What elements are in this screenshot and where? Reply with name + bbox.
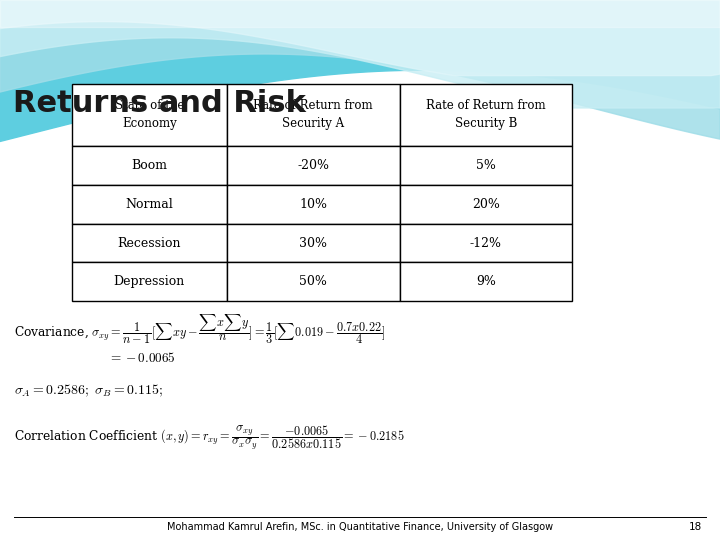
Text: Returns and Risk: Returns and Risk — [13, 89, 306, 118]
Text: 18: 18 — [689, 522, 702, 531]
Text: -12%: -12% — [470, 237, 502, 249]
Text: Normal: Normal — [125, 198, 174, 211]
FancyBboxPatch shape — [400, 185, 572, 224]
FancyBboxPatch shape — [72, 146, 227, 185]
Text: $\sigma_A = 0.2586;\ \sigma_B = 0.115;$: $\sigma_A = 0.2586;\ \sigma_B = 0.115;$ — [14, 382, 163, 399]
FancyBboxPatch shape — [72, 224, 227, 262]
FancyBboxPatch shape — [227, 146, 400, 185]
Text: -20%: -20% — [297, 159, 329, 172]
Text: Recession: Recession — [117, 237, 181, 249]
Text: Boom: Boom — [132, 159, 167, 172]
FancyBboxPatch shape — [400, 262, 572, 301]
FancyBboxPatch shape — [227, 262, 400, 301]
Text: Covariance, $\sigma_{xy} = \dfrac{1}{n-1}[\sum xy - \dfrac{\sum x\sum y}{n}] = \: Covariance, $\sigma_{xy} = \dfrac{1}{n-1… — [14, 312, 387, 346]
FancyBboxPatch shape — [227, 224, 400, 262]
Text: 5%: 5% — [476, 159, 496, 172]
FancyBboxPatch shape — [72, 84, 227, 146]
Text: Correlation Coefficient $(x, y) = r_{xy} = \dfrac{\sigma_{xy}}{\sigma_x\sigma_y}: Correlation Coefficient $(x, y) = r_{xy}… — [14, 423, 405, 451]
Text: 30%: 30% — [300, 237, 327, 249]
Text: Rate of Return from
Security B: Rate of Return from Security B — [426, 99, 546, 130]
Text: 9%: 9% — [476, 275, 496, 288]
FancyBboxPatch shape — [400, 146, 572, 185]
FancyBboxPatch shape — [400, 224, 572, 262]
Text: Depression: Depression — [114, 275, 185, 288]
Text: 50%: 50% — [300, 275, 327, 288]
FancyBboxPatch shape — [227, 84, 400, 146]
Text: State of the
Economy: State of the Economy — [114, 99, 184, 130]
FancyBboxPatch shape — [72, 185, 227, 224]
Text: 10%: 10% — [300, 198, 327, 211]
Text: Rate of Return from
Security A: Rate of Return from Security A — [253, 99, 373, 130]
FancyBboxPatch shape — [227, 185, 400, 224]
Text: $= -0.0065$: $= -0.0065$ — [108, 351, 176, 365]
Text: Mohammad Kamrul Arefin, MSc. in Quantitative Finance, University of Glasgow: Mohammad Kamrul Arefin, MSc. in Quantita… — [167, 522, 553, 531]
Text: 20%: 20% — [472, 198, 500, 211]
FancyBboxPatch shape — [400, 84, 572, 146]
FancyBboxPatch shape — [72, 262, 227, 301]
